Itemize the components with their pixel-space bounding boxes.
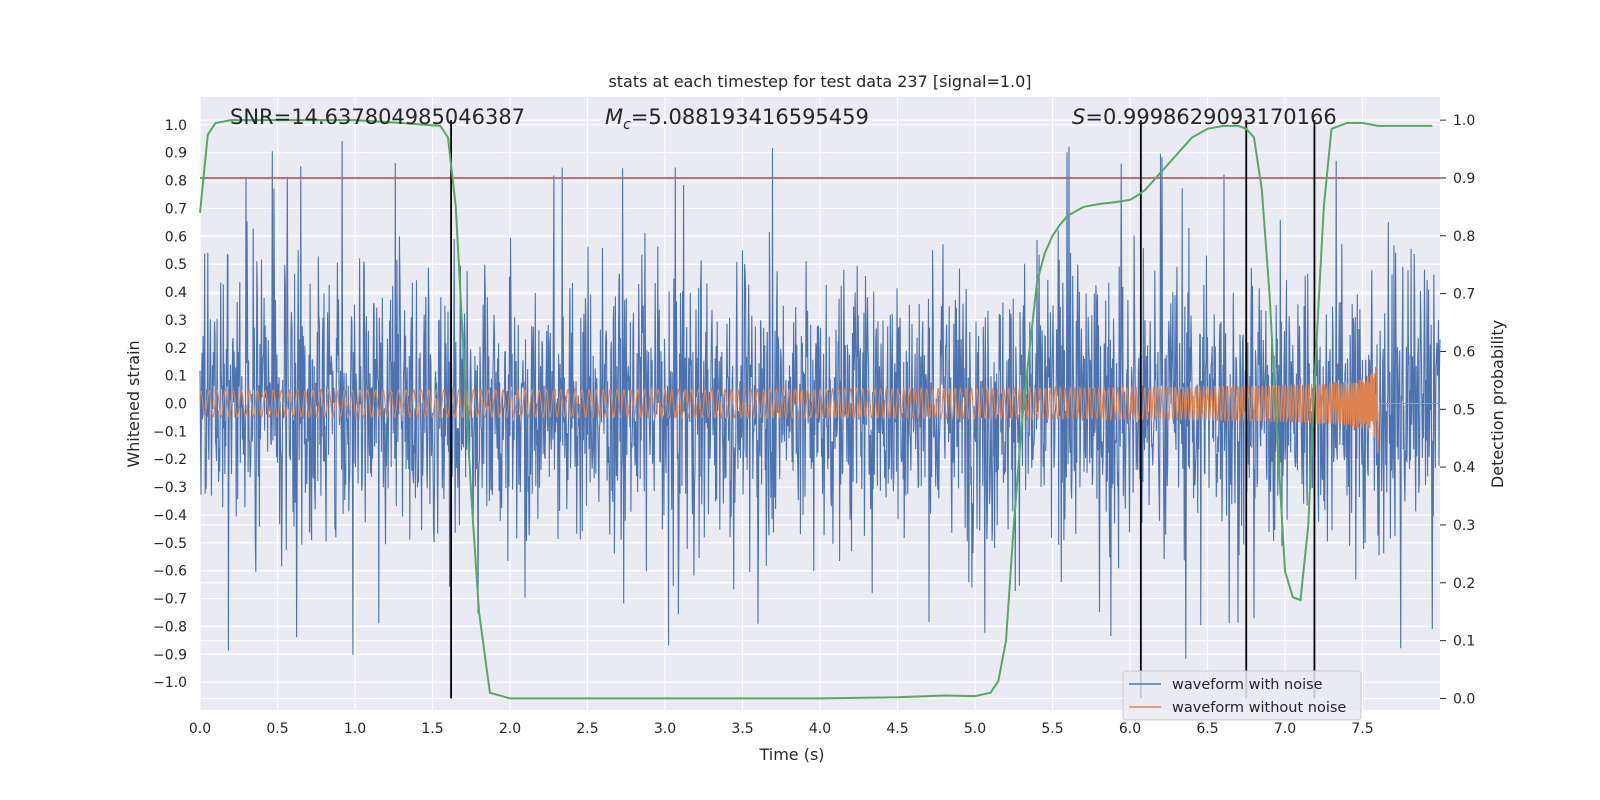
right-y-tick-label: 0.6: [1453, 344, 1475, 360]
right-y-tick-label: 0.7: [1453, 287, 1475, 303]
x-tick-label: 7.5: [1351, 721, 1373, 737]
score-annotation: S=0.9998629093170166: [1072, 105, 1337, 129]
x-tick-label: 4.0: [809, 721, 831, 737]
chirp-mass-subscript: c: [623, 117, 631, 133]
detection-marker-lines: [450, 120, 1316, 699]
y-tick-label: −0.6: [153, 564, 187, 580]
y-tick-label: −0.9: [153, 647, 187, 663]
legend-label-clean: waveform without noise: [1172, 700, 1346, 716]
y-tick-label: −0.5: [153, 536, 187, 552]
y-tick-label: −0.4: [153, 508, 187, 524]
y-tick-label: 0.3: [165, 313, 187, 329]
y-tick-label: 1.0: [165, 118, 187, 134]
right-y-tick-label: 1.0: [1453, 113, 1475, 129]
x-tick-label: 2.5: [576, 721, 598, 737]
snr-annotation: SNR=14.637804985046387: [230, 105, 525, 129]
y-tick-label: 0.5: [165, 257, 187, 273]
right-y-tick-label: 0.1: [1453, 634, 1475, 650]
clean-waveform-line: [199, 365, 1440, 455]
y-tick-label: 0.0: [165, 397, 187, 413]
y-tick-label: −0.2: [153, 452, 187, 468]
y-axis-label: Whitened strain: [124, 340, 143, 467]
x-tick-label: 1.5: [421, 721, 443, 737]
x-tick-label: 3.5: [731, 721, 753, 737]
x-tick-label: 6.5: [1196, 721, 1218, 737]
right-y-tick-labels: 1.0 0.9 0.8 0.7 0.6 0.5 0.4 0.3 0.2 0.1 0.0: [1453, 113, 1475, 707]
right-y-tick-label: 0.4: [1453, 460, 1475, 476]
x-tick-label: 4.5: [886, 721, 908, 737]
right-y-tick-label: 0.3: [1453, 518, 1475, 534]
x-tick-labels: 0.0 0.5 1.0 1.5 2.0 2.5 3.0 3.5 4.0 4.5 5.0 5.5 6.0 6…: [189, 721, 1374, 737]
series-waveform-without-noise: [199, 365, 1440, 455]
right-y-tick-label: 0.9: [1453, 171, 1475, 187]
chirp-mass-symbol: M: [605, 105, 623, 129]
x-tick-label: 2.0: [499, 721, 521, 737]
chirp-mass-annotation: Mc=5.088193416595459: [605, 105, 869, 133]
legend-box: [1122, 670, 1362, 721]
right-y-tick-label: 0.0: [1453, 691, 1475, 707]
y-tick-label: 0.4: [165, 285, 187, 301]
x-tick-label: 7.0: [1274, 721, 1296, 737]
y-tick-label: −0.8: [153, 619, 187, 635]
y-tick-label: −0.7: [153, 592, 187, 608]
y-tick-label: 0.6: [165, 229, 187, 245]
score-value: =0.9998629093170166: [1085, 105, 1336, 129]
x-tick-label: 5.5: [1041, 721, 1063, 737]
chirp-mass-value: =5.088193416595459: [631, 105, 869, 129]
y-tick-label: 0.7: [165, 201, 187, 217]
x-tick-label: 6.0: [1119, 721, 1141, 737]
y-tick-label: −0.3: [153, 480, 187, 496]
chart-title: stats at each timestep for test data 237…: [608, 72, 1031, 91]
right-y-tick-label: 0.5: [1453, 402, 1475, 418]
series-detection-probability: [199, 119, 1433, 700]
x-axis-label: Time (s): [758, 745, 824, 764]
x-tick-label: 0.0: [189, 721, 211, 737]
legend: waveform with noise waveform without noi…: [1122, 670, 1362, 721]
x-tick-label: 0.5: [266, 721, 288, 737]
y-tick-label: 0.9: [165, 146, 187, 162]
y-tick-label: 0.2: [165, 341, 187, 357]
right-y-tick-label: 0.8: [1453, 229, 1475, 245]
probability-line: [199, 119, 1433, 700]
x-tick-label: 3.0: [654, 721, 676, 737]
y-tick-label: 0.1: [165, 369, 187, 385]
y-tick-label: −0.1: [153, 424, 187, 440]
y-tick-labels: 1.0 0.9 0.8 0.7 0.6 0.5 0.4 0.3 0.2 0.1 0.0 −0.1 −0.…: [153, 118, 187, 691]
y-tick-label: 0.8: [165, 174, 187, 190]
x-tick-label: 1.0: [344, 721, 366, 737]
right-y-tick-label: 0.2: [1453, 576, 1475, 592]
right-y-axis-label: Detection probability: [1488, 320, 1507, 488]
legend-label-noise: waveform with noise: [1172, 677, 1323, 693]
score-symbol: S: [1072, 105, 1085, 129]
y-tick-label: −1.0: [153, 675, 187, 691]
x-tick-label: 5.0: [964, 721, 986, 737]
